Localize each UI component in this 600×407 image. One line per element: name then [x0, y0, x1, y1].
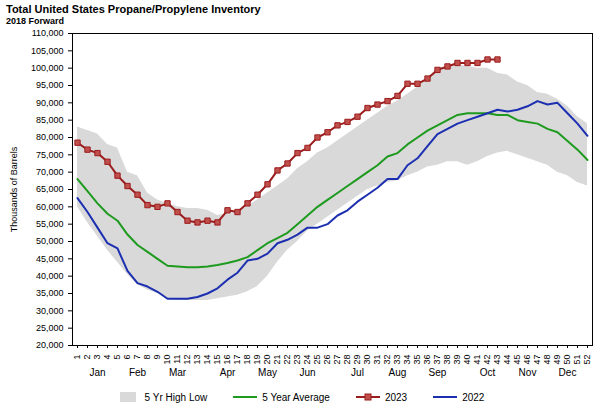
- svg-text:7: 7: [132, 355, 142, 360]
- svg-text:Dec: Dec: [559, 367, 577, 378]
- html-text:5 Yr High Low: 5 Yr High Low: [144, 391, 208, 403]
- svg-text:19: 19: [252, 355, 262, 365]
- svg-text:30: 30: [362, 355, 372, 365]
- svg-text:20: 20: [262, 355, 272, 365]
- svg-text:75,000: 75,000: [36, 150, 64, 160]
- svg-text:33: 33: [392, 355, 402, 365]
- svg-text:Mar: Mar: [169, 367, 187, 378]
- svg-text:47: 47: [532, 355, 542, 365]
- svg-text:39: 39: [452, 355, 462, 365]
- svg-text:32: 32: [382, 355, 392, 365]
- svg-text:42: 42: [482, 355, 492, 365]
- svg-text:37: 37: [432, 355, 442, 365]
- svg-text:Thousands of Barrels: Thousands of Barrels: [9, 146, 19, 232]
- svg-text:26: 26: [322, 355, 332, 365]
- svg-text:34: 34: [402, 355, 412, 365]
- svg-text:51: 51: [572, 355, 582, 365]
- svg-text:1: 1: [72, 355, 82, 360]
- svg-text:110,000: 110,000: [32, 28, 64, 38]
- svg-text:5: 5: [112, 355, 122, 360]
- svg-text:Feb: Feb: [129, 367, 147, 378]
- html-text:2023: 2023: [384, 391, 408, 403]
- svg-text:50,000: 50,000: [36, 236, 64, 246]
- svg-text:31: 31: [372, 355, 382, 365]
- svg-text:25: 25: [312, 355, 322, 365]
- svg-text:105,000: 105,000: [31, 46, 64, 56]
- svg-text:Nov: Nov: [519, 367, 537, 378]
- svg-text:23: 23: [292, 355, 302, 365]
- svg-text:Oct: Oct: [480, 367, 496, 378]
- svg-text:3: 3: [92, 355, 102, 360]
- svg-text:80,000: 80,000: [36, 132, 64, 142]
- svg-text:40,000: 40,000: [36, 271, 64, 281]
- svg-text:52: 52: [582, 355, 592, 365]
- svg-text:17: 17: [232, 355, 242, 365]
- svg-text:38: 38: [442, 355, 452, 365]
- html-text:5 Year Average: 5 Year Average: [262, 391, 330, 403]
- svg-text:44: 44: [502, 355, 512, 365]
- svg-text:May: May: [258, 367, 277, 378]
- svg-text:15: 15: [212, 355, 222, 365]
- svg-text:8: 8: [142, 355, 152, 360]
- svg-text:70,000: 70,000: [36, 167, 64, 177]
- svg-text:41: 41: [472, 355, 482, 365]
- svg-text:2: 2: [82, 355, 92, 360]
- svg-text:24: 24: [302, 355, 312, 365]
- svg-text:55,000: 55,000: [36, 219, 64, 229]
- svg-text:48: 48: [542, 355, 552, 365]
- svg-text:100,000: 100,000: [31, 63, 64, 73]
- svg-text:36: 36: [422, 355, 432, 365]
- html-text:2022: 2022: [462, 391, 485, 403]
- html-text:Total United States Propane/Pr: Total United States Propane/Propylene In…: [6, 3, 261, 15]
- svg-text:Apr: Apr: [220, 367, 236, 378]
- svg-text:40: 40: [462, 355, 472, 365]
- svg-text:18: 18: [242, 355, 252, 365]
- svg-text:30,000: 30,000: [36, 306, 64, 316]
- svg-text:49: 49: [552, 355, 562, 365]
- svg-text:25,000: 25,000: [36, 323, 64, 333]
- svg-text:Jul: Jul: [351, 367, 364, 378]
- svg-text:46: 46: [522, 355, 532, 365]
- svg-text:16: 16: [222, 355, 232, 365]
- svg-text:22: 22: [282, 355, 292, 365]
- svg-text:12: 12: [182, 355, 192, 365]
- svg-text:35: 35: [412, 355, 422, 365]
- svg-text:Jan: Jan: [89, 367, 105, 378]
- svg-text:85,000: 85,000: [36, 115, 64, 125]
- svg-text:27: 27: [332, 355, 342, 365]
- svg-text:Jun: Jun: [299, 367, 315, 378]
- svg-text:4: 4: [102, 355, 112, 360]
- svg-text:20,000: 20,000: [36, 340, 64, 350]
- svg-text:28: 28: [342, 355, 352, 365]
- svg-text:14: 14: [202, 355, 212, 365]
- svg-text:50: 50: [562, 355, 572, 365]
- svg-text:11: 11: [172, 355, 182, 364]
- svg-text:9: 9: [152, 355, 162, 360]
- svg-text:Sep: Sep: [429, 367, 447, 378]
- svg-text:43: 43: [492, 355, 502, 365]
- svg-text:95,000: 95,000: [36, 80, 64, 90]
- html-text:2018 Forward: 2018 Forward: [6, 16, 64, 26]
- svg-text:35,000: 35,000: [36, 288, 64, 298]
- svg-text:45: 45: [512, 355, 522, 365]
- svg-text:45,000: 45,000: [36, 254, 64, 264]
- svg-text:65,000: 65,000: [36, 184, 64, 194]
- svg-text:10: 10: [162, 355, 172, 365]
- svg-text:90,000: 90,000: [36, 98, 64, 108]
- svg-text:Aug: Aug: [389, 367, 407, 378]
- svg-text:13: 13: [192, 355, 202, 365]
- svg-text:60,000: 60,000: [36, 202, 64, 212]
- svg-text:29: 29: [352, 355, 362, 365]
- svg-text:6: 6: [122, 355, 132, 360]
- svg-text:21: 21: [272, 355, 282, 365]
